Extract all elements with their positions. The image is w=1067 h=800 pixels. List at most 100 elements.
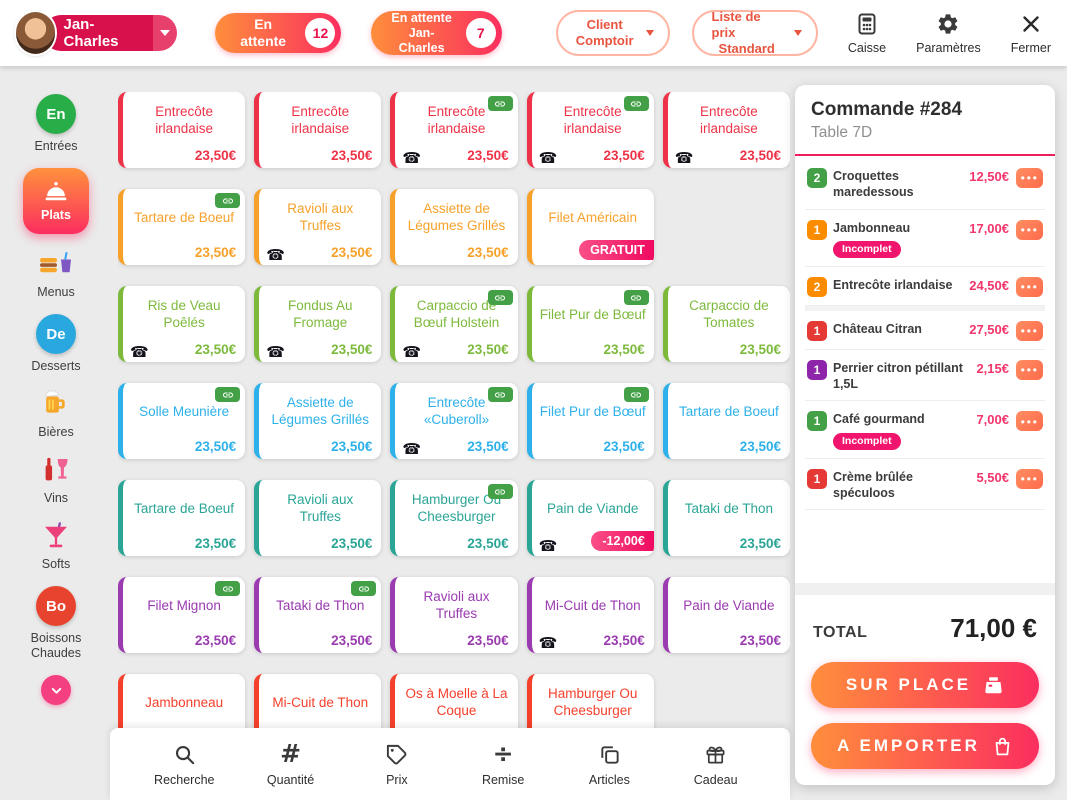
more-button[interactable]: ●●●: [1016, 219, 1043, 240]
order-item[interactable]: 1 Jambonneau Incomplet 17,00€ ●●●: [805, 210, 1045, 267]
product-tile[interactable]: Ris de Veau Poêlés ☎ 23,50€: [118, 286, 246, 362]
selected-category-tile: Plats: [23, 168, 89, 234]
price-badge: GRATUIT: [579, 240, 654, 260]
toolbar-recherche-button[interactable]: Recherche: [152, 741, 216, 787]
product-name: Hamburger Ou Cheesburger: [411, 492, 502, 524]
more-button[interactable]: ●●●: [1016, 320, 1043, 341]
sidebar-item-desserts[interactable]: De Desserts: [31, 314, 81, 374]
sur-place-button[interactable]: SUR PLACE: [811, 662, 1039, 708]
product-name: Entrecôte irlandaise: [291, 104, 350, 136]
a-emporter-button[interactable]: A EMPORTER: [811, 723, 1039, 769]
more-button[interactable]: ●●●: [1016, 168, 1043, 188]
product-tile[interactable]: Tartare de Boeuf 23,50€: [118, 189, 246, 265]
order-item[interactable]: 1 Café gourmand Incomplet 7,00€ ●●●: [805, 401, 1045, 459]
product-tile[interactable]: Pain de Viande 23,50€: [662, 577, 790, 653]
product-name: Entrecôte «Cuberoll»: [423, 395, 490, 427]
quantity-badge: 2: [807, 168, 827, 188]
sidebar-item-label: Vins: [43, 491, 69, 505]
product-tile[interactable]: Hamburger Ou Cheesburger 23,50€: [390, 480, 518, 556]
incomplete-badge: Incomplet: [833, 432, 901, 450]
product-price: 23,50€: [194, 148, 237, 163]
product-name: Filet Américain: [548, 209, 637, 225]
product-price: 23,50€: [739, 439, 781, 454]
toolbar-prix-button[interactable]: Prix: [365, 741, 429, 787]
sidebar-item-label: Bières: [38, 425, 74, 439]
sidebar-item-entrees[interactable]: En Entrées: [34, 94, 78, 154]
parametres-button[interactable]: Paramètres: [916, 11, 981, 55]
product-price: 23,50€: [331, 536, 373, 551]
product-tile[interactable]: Ravioli aux Truffes ☎ 23,50€: [254, 189, 382, 265]
toolbar-cadeau-button[interactable]: Cadeau: [684, 741, 748, 787]
product-tile[interactable]: Entrecôte irlandaise 23,50€: [254, 92, 382, 168]
link-badge: [487, 387, 513, 402]
product-tile[interactable]: Filet Pur de Bœuf 23,50€: [526, 383, 654, 459]
product-tile[interactable]: Entrecôte irlandaise ☎ 23,50€: [390, 92, 518, 168]
product-tile[interactable]: Ravioli aux Truffes 23,50€: [390, 577, 518, 653]
product-tile[interactable]: Filet Mignon 23,50€: [118, 577, 246, 653]
order-item[interactable]: 1 Château Citran 27,50€ ●●●: [805, 305, 1045, 350]
toolbar-remise-button[interactable]: ÷ Remise: [471, 741, 535, 788]
product-tile[interactable]: Ravioli aux Truffes 23,50€: [254, 480, 382, 556]
pending-user-orders-button[interactable]: En attente Jan-Charles 7: [371, 11, 502, 55]
order-item[interactable]: 1 Perrier citron pétillant 1,5L 2,15€ ●●●: [805, 350, 1045, 402]
order-item-info: Château Citran: [833, 321, 961, 337]
product-tile[interactable]: Tartare de Boeuf 23,50€: [662, 383, 790, 459]
product-price: 23,50€: [194, 342, 237, 357]
more-button[interactable]: ●●●: [1016, 468, 1043, 489]
toolbar-label: Prix: [386, 773, 408, 787]
sidebar-item-softs[interactable]: Softs: [39, 520, 73, 572]
caisse-button[interactable]: Caisse: [848, 11, 886, 55]
product-tile[interactable]: Fondus Au Fromage ☎ 23,50€: [254, 286, 382, 362]
more-button[interactable]: ●●●: [1016, 411, 1043, 432]
product-tile[interactable]: Filet Américain GRATUIT: [526, 189, 654, 265]
order-item[interactable]: 2 Entrecôte irlandaise 24,50€ ●●●: [805, 267, 1045, 306]
quantity-badge: 1: [807, 468, 827, 489]
product-tile[interactable]: Entrecôte «Cuberoll» ☎ 23,50€: [390, 383, 518, 459]
product-tile[interactable]: Entrecôte irlandaise ☎ 23,50€: [662, 92, 790, 168]
sidebar-item-bieres[interactable]: Bières: [38, 388, 74, 440]
product-tile[interactable]: Entrecôte irlandaise 23,50€: [118, 92, 246, 168]
total-label: TOTAL: [813, 624, 868, 641]
product-tile[interactable]: Filet Pur de Bœuf 23,50€: [526, 286, 654, 362]
product-tile[interactable]: Carpaccio de Bœuf Holstein ☎ 23,50€: [390, 286, 518, 362]
product-tile[interactable]: Assiette de Légumes Grillés 23,50€: [390, 189, 518, 265]
product-tile[interactable]: Entrecôte irlandaise ☎ 23,50€: [526, 92, 654, 168]
sidebar-item-menus[interactable]: Menus: [37, 248, 75, 300]
product-tile[interactable]: Tataki de Thon 23,50€: [662, 480, 790, 556]
pricelist-selector[interactable]: Liste de prix Standard: [691, 8, 818, 56]
product-tile[interactable]: Assiette de Légumes Grillés 23,50€: [254, 383, 382, 459]
link-badge: [351, 581, 377, 596]
sidebar-item-vins[interactable]: Vins: [39, 454, 73, 506]
sidebar-item-boissons-chaudes[interactable]: Bo Boissons Chaudes: [10, 586, 102, 661]
product-tile[interactable]: Mi-Cuit de Thon ☎ 23,50€: [526, 577, 654, 653]
order-button-label: SUR PLACE: [845, 675, 972, 694]
sidebar-expand-button[interactable]: [41, 675, 71, 705]
fermer-button[interactable]: Fermer: [1011, 11, 1051, 55]
more-button[interactable]: ●●●: [1016, 276, 1043, 297]
product-price: 23,50€: [739, 148, 781, 163]
order-item[interactable]: 1 Crème brûlée spéculoos 5,50€ ●●●: [805, 459, 1045, 510]
order-title: Commande #284: [811, 99, 963, 120]
pricelist-selector-label: Liste de prix: [711, 8, 761, 40]
pending-user-count-badge: 7: [465, 18, 496, 48]
sidebar-item-plats[interactable]: Plats: [23, 168, 89, 234]
order-item[interactable]: 2 Croquettes maredessous 12,50€ ●●●: [805, 158, 1045, 210]
product-price: 23,50€: [194, 439, 237, 454]
product-tile[interactable]: Tartare de Boeuf 23,50€: [118, 480, 246, 556]
product-price: 23,50€: [603, 439, 645, 454]
product-price: 23,50€: [331, 633, 373, 648]
product-name: Carpaccio de Bœuf Holstein: [413, 298, 500, 330]
product-row: Tartare de Boeuf 23,50€ Ravioli aux Truffe…: [118, 189, 790, 265]
product-tile[interactable]: Carpaccio de Tomates 23,50€: [662, 286, 790, 362]
product-tile[interactable]: Pain de Viande ☎ -12,00€: [526, 480, 654, 556]
gear-icon: [936, 11, 960, 37]
toolbar-quantite-button[interactable]: # Quantité: [259, 741, 323, 788]
pending-orders-button[interactable]: En attente 12: [214, 13, 342, 53]
product-tile[interactable]: Tataki de Thon 23,50€: [254, 577, 382, 653]
toolbar-articles-button[interactable]: Articles: [577, 741, 641, 787]
user-menu-button[interactable]: Jan-Charles: [16, 12, 177, 54]
client-selector[interactable]: Client Comptoir: [555, 10, 670, 56]
search-icon: [173, 741, 196, 767]
more-button[interactable]: ●●●: [1016, 359, 1043, 380]
product-tile[interactable]: Solle Meunière 23,50€: [118, 383, 246, 459]
